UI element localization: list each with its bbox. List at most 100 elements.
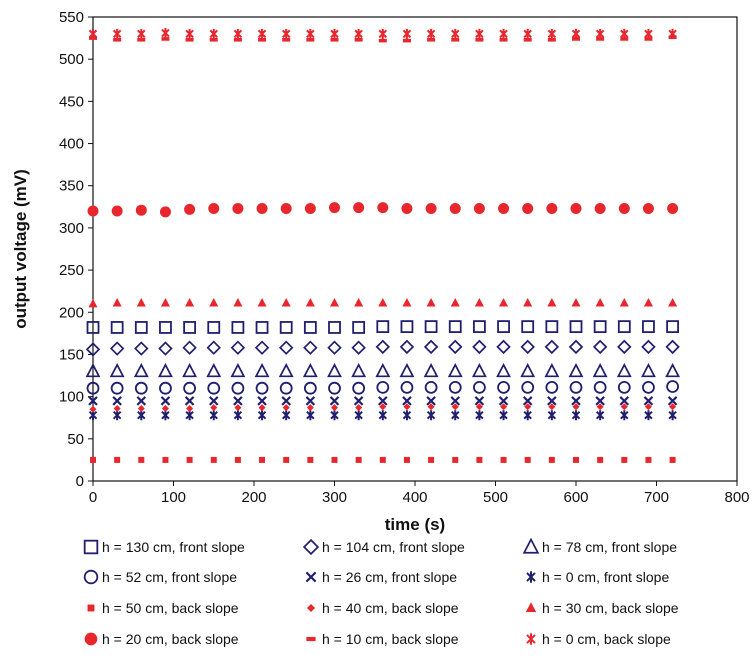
legend-marker — [306, 603, 316, 613]
y-tick-label: 50 — [67, 431, 84, 448]
data-point — [185, 28, 194, 39]
series-2 — [85, 339, 680, 357]
data-point — [231, 321, 245, 334]
data-point — [378, 297, 388, 307]
x-tick-label: 100 — [161, 489, 186, 506]
data-point — [258, 37, 267, 42]
y-tick-label: 450 — [59, 93, 84, 110]
data-point — [426, 28, 436, 39]
data-point — [135, 204, 147, 216]
data-point — [209, 28, 218, 39]
data-point — [113, 37, 122, 42]
data-point — [666, 320, 679, 334]
data-point — [618, 203, 630, 215]
x-tick-label: 0 — [89, 489, 97, 506]
data-point — [403, 403, 411, 411]
data-point — [403, 456, 410, 463]
data-point — [134, 341, 149, 356]
data-point — [644, 403, 652, 411]
data-point — [620, 410, 629, 421]
data-point — [668, 410, 677, 421]
data-point — [572, 37, 580, 41]
data-point — [472, 339, 487, 355]
data-point — [306, 410, 315, 421]
data-point — [595, 28, 605, 39]
data-point — [110, 321, 124, 334]
data-point — [520, 362, 536, 378]
data-point — [570, 203, 582, 215]
data-point — [573, 456, 579, 463]
data-point — [669, 456, 676, 463]
data-point — [86, 381, 100, 395]
data-point — [496, 339, 511, 355]
data-point — [330, 410, 339, 421]
data-point — [597, 456, 604, 463]
data-point — [402, 28, 412, 39]
data-point — [497, 380, 510, 394]
data-point — [137, 404, 145, 412]
legend-marker — [87, 604, 95, 612]
data-point — [183, 381, 197, 395]
legend-label: h = 0 cm, front slope — [542, 569, 669, 585]
series-6 — [88, 410, 677, 421]
data-point — [378, 28, 388, 39]
data-point — [329, 202, 340, 214]
data-point — [592, 362, 608, 378]
data-point — [642, 380, 655, 394]
data-point — [158, 362, 173, 378]
data-point — [522, 203, 534, 215]
data-point — [278, 362, 294, 378]
legend-item: h = 50 cm, back slope — [87, 600, 239, 616]
data-point — [620, 37, 629, 41]
data-point — [281, 297, 291, 307]
data-point — [643, 396, 654, 406]
data-point — [112, 297, 122, 307]
data-point — [114, 456, 121, 463]
data-point — [473, 203, 485, 215]
data-point — [593, 320, 607, 334]
data-point — [185, 297, 195, 307]
legend-marker — [525, 602, 537, 613]
series-1 — [86, 320, 679, 334]
data-point — [353, 202, 365, 214]
legend-item: h = 40 cm, back slope — [306, 600, 459, 616]
legend-item: h = 0 cm, front slope — [526, 569, 669, 585]
data-point — [401, 203, 413, 215]
data-point — [641, 339, 656, 355]
data-point — [160, 396, 171, 406]
series-4 — [86, 380, 679, 395]
data-point — [617, 320, 631, 334]
data-point — [279, 321, 293, 334]
data-point — [280, 203, 292, 215]
data-point — [330, 297, 339, 307]
data-point — [302, 362, 318, 378]
legend-marker — [84, 632, 98, 646]
data-point — [521, 320, 535, 334]
legend-label: h = 30 cm, back slope — [542, 600, 679, 616]
data-point — [499, 297, 509, 307]
data-point — [186, 404, 194, 412]
data-point — [476, 456, 483, 463]
data-point — [447, 362, 463, 378]
data-point — [451, 403, 459, 411]
data-point — [472, 320, 486, 334]
data-point — [642, 320, 655, 334]
data-point — [306, 28, 315, 39]
data-point — [354, 37, 363, 42]
data-point — [182, 340, 197, 355]
series-8 — [89, 403, 677, 413]
data-point — [257, 28, 267, 39]
data-point — [331, 404, 338, 412]
data-point — [109, 341, 125, 356]
data-point — [499, 37, 508, 42]
data-point — [353, 396, 364, 406]
data-point — [137, 37, 146, 42]
legend-label: h = 20 cm, back slope — [102, 631, 239, 647]
data-point — [138, 456, 145, 463]
data-point — [475, 410, 484, 421]
data-point — [402, 410, 412, 421]
data-point — [448, 339, 463, 355]
x-tick-label: 300 — [322, 489, 347, 506]
data-point — [450, 396, 461, 406]
data-point — [352, 381, 366, 395]
